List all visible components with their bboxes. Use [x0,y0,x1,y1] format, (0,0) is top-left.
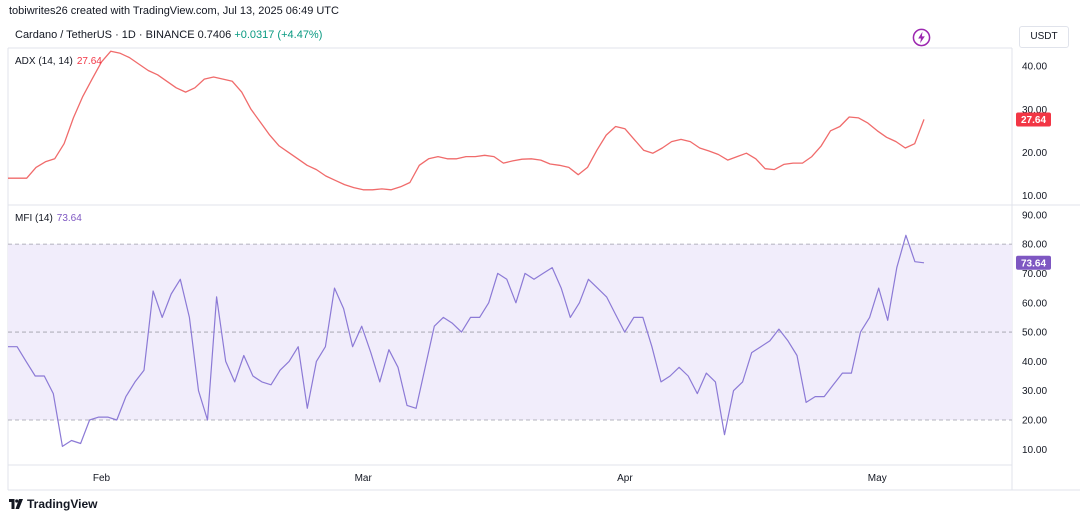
mfi-line [8,234,925,447]
tradingview-brand: TradingView [27,497,98,511]
mfi-tick-70: 70.00 [1022,269,1047,280]
adx-price-scale[interactable]: 10.00 20.00 30.00 40.00 [1022,62,1047,202]
mfi-legend-title: MFI (14) [15,213,53,224]
adx-last-value-tag-text: 27.64 [1021,115,1046,126]
mfi-tick-60: 60.00 [1022,298,1047,309]
adx-legend-value: 27.64 [76,56,102,67]
symbol-price: 0.7406 [197,29,232,41]
lightning-bolt-icon[interactable] [912,28,931,47]
adx-legend[interactable]: ADX (14, 14) 27.64 [15,56,102,67]
mfi-band-layer [8,243,1012,421]
mfi-last-value-tag-bg [1016,255,1051,270]
mfi-legend[interactable]: MFI (14) 73.64 [15,213,82,224]
mfi-tick-50: 50.00 [1022,328,1047,339]
time-tick-mar: Mar [355,473,373,484]
adx-series-layer [8,50,925,191]
symbol-pair: Cardano / TetherUS · 1D · BINANCE [15,29,195,41]
mfi-legend-value: 73.64 [56,213,82,224]
chart-credit: tobiwrites26 created with TradingView.co… [9,5,339,17]
mfi-tick-30: 30.00 [1022,386,1047,397]
adx-tick-10: 10.00 [1022,191,1047,202]
adx-tick-40: 40.00 [1022,62,1047,73]
time-tick-may: May [868,473,887,484]
tradingview-logo-icon [9,499,23,509]
tradingview-logo[interactable]: TradingView [9,497,97,511]
adx-line [8,50,925,191]
mfi-tick-20: 20.00 [1022,416,1047,427]
mfi-series-layer [8,234,925,447]
mfi-last-value-tag-text: 73.64 [1021,258,1046,269]
time-tick-apr: Apr [617,473,633,484]
time-axis[interactable]: FebMarAprMayJunJul [93,473,1080,484]
symbol-change: +0.0317 (+4.47%) [234,29,323,41]
mfi-tick-40: 40.00 [1022,357,1047,368]
currency-button[interactable]: USDT [1019,26,1069,48]
mfi-tick-90: 90.00 [1022,210,1047,221]
adx-legend-title: ADX (14, 14) [15,56,73,67]
last-value-tags: 27.64 73.64 [1016,112,1051,270]
adx-tick-20: 20.00 [1022,148,1047,159]
time-tick-feb: Feb [93,473,111,484]
adx-last-value-tag-bg [1016,112,1051,127]
mfi-tick-10: 10.00 [1022,445,1047,456]
symbol-legend[interactable]: Cardano / TetherUS · 1D · BINANCE 0.7406… [15,29,322,41]
adx-tick-30: 30.00 [1022,105,1047,116]
mfi-tick-80: 80.00 [1022,240,1047,251]
mfi-price-scale[interactable]: 10.00 20.00 30.00 40.00 50.00 60.00 70.00 80.00… [1022,210,1047,456]
